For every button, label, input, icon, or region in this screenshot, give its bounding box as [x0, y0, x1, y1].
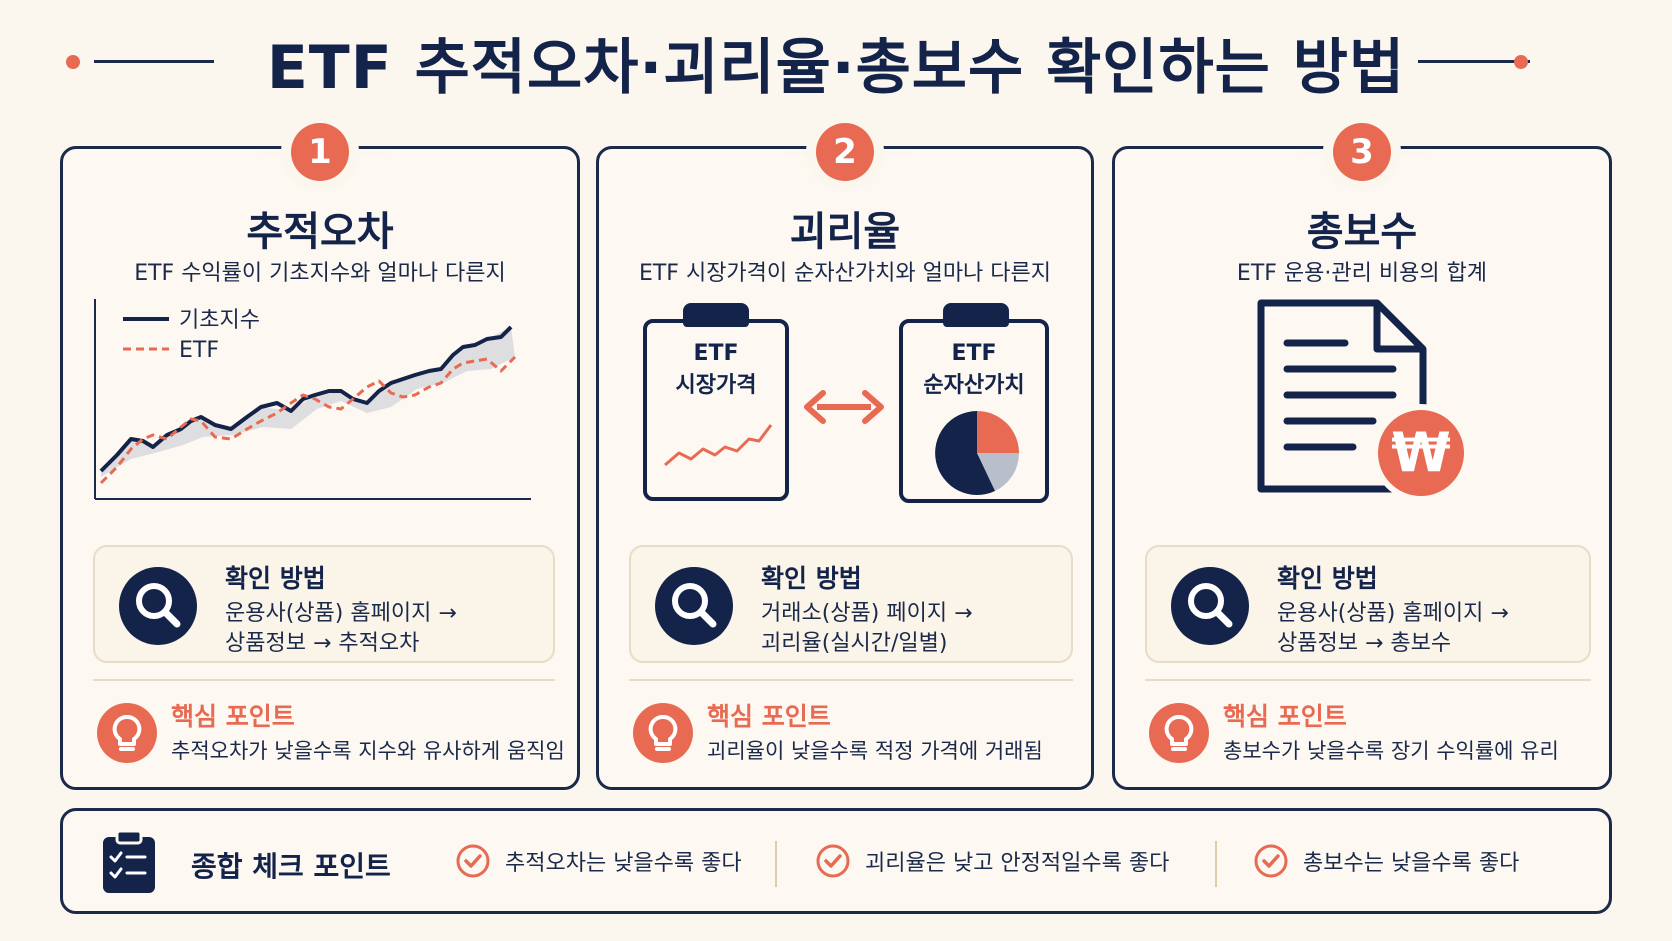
board-label-1: ETF — [951, 341, 997, 366]
key-title: 핵심 포인트 — [707, 702, 831, 731]
card-number: 3 — [1333, 123, 1391, 181]
magnifier-icon — [1171, 567, 1249, 645]
summary-item: 괴리율은 낮고 안정적일수록 좋다 — [815, 811, 1169, 911]
divider — [1145, 679, 1591, 681]
card-number: 1 — [291, 123, 349, 181]
magnifier-icon — [119, 567, 197, 645]
how-line-2: 상품정보 → 총보수 — [1277, 631, 1452, 656]
card-premium-discount: 2 괴리율 ETF 시장가격이 순자산가치와 얼마나 다른지 ETF 시장가격 … — [596, 123, 1094, 790]
board-label-2: 시장가격 — [675, 373, 757, 398]
card-heading: 추적오차 — [246, 209, 394, 255]
summary-item-text: 총보수는 낮을수록 좋다 — [1303, 851, 1520, 876]
key-text: 추적오차가 낮을수록 지수와 유사하게 움직임 — [171, 739, 565, 763]
lightbulb-icon — [97, 703, 157, 763]
check-circle-icon — [1254, 844, 1288, 878]
check-circle-icon — [456, 844, 490, 878]
how-line-1: 거래소(상품) 페이지 → — [761, 601, 973, 626]
card-heading: 총보수 — [1306, 209, 1418, 255]
how-title: 확인 방법 — [761, 564, 862, 593]
document-icon — [1257, 299, 1470, 502]
how-line-1: 운용사(상품) 홈페이지 → — [1277, 601, 1509, 626]
key-point: 핵심 포인트 추적오차가 낮을수록 지수와 유사하게 움직임 — [93, 695, 565, 775]
key-point: 핵심 포인트 괴리율이 낮을수록 적정 가격에 거래됨 — [629, 695, 1079, 775]
checklist-icon — [103, 829, 155, 893]
summary-item-text: 추적오차는 낮을수록 좋다 — [505, 851, 742, 876]
card-description: ETF 수익률이 기초지수와 얼마나 다른지 — [134, 261, 506, 286]
title-line-left — [94, 60, 214, 63]
how-to-check-box: 확인 방법 거래소(상품) 페이지 → 괴리율(실시간/일별) — [629, 545, 1073, 663]
key-text: 총보수가 낮을수록 장기 수익률에 유리 — [1223, 739, 1559, 763]
tracking-line-chart: 기초지수 ETF — [94, 299, 531, 500]
card-description: ETF 시장가격이 순자산가치와 얼마나 다른지 — [638, 261, 1052, 286]
summary-item-text: 괴리율은 낮고 안정적일수록 좋다 — [865, 851, 1170, 876]
summary-separator — [775, 841, 777, 887]
summary-item: 추적오차는 낮을수록 좋다 — [455, 811, 742, 911]
page-title: ETF 추적오차·괴리율·총보수 확인하는 방법 — [266, 32, 1406, 103]
legend-index: 기초지수 — [179, 308, 260, 333]
double-arrow-icon — [804, 390, 884, 424]
how-to-check-box: 확인 방법 운용사(상품) 홈페이지 → 상품정보 → 총보수 — [1145, 545, 1591, 663]
how-line-1: 운용사(상품) 홈페이지 → — [225, 601, 457, 626]
card-total-expense: 3 총보수 ETF 운용·관리 비용의 합계 ₩ 확인 방법 운용사(상품) 홈… — [1112, 123, 1612, 790]
summary-item: 총보수는 낮을수록 좋다 — [1253, 811, 1519, 911]
price-trend-line — [664, 424, 773, 467]
won-symbol: ₩ — [1391, 421, 1451, 484]
card-number: 2 — [816, 123, 874, 181]
divider — [93, 679, 555, 681]
how-line-2: 상품정보 → 추적오차 — [225, 631, 420, 656]
key-title: 핵심 포인트 — [1223, 702, 1347, 731]
magnifier-icon — [655, 567, 733, 645]
index-series-line — [99, 325, 513, 473]
how-title: 확인 방법 — [225, 564, 326, 593]
legend-etf: ETF — [179, 338, 219, 363]
title-dot-left — [66, 55, 80, 69]
summary-bar: 종합 체크 포인트 추적오차는 낮을수록 좋다 괴리율은 낮고 안정적일수록 좋… — [60, 808, 1612, 914]
key-title: 핵심 포인트 — [171, 702, 295, 731]
etf-series-line — [99, 355, 517, 485]
key-text: 괴리율이 낮을수록 적정 가격에 거래됨 — [707, 739, 1043, 763]
check-circle-icon — [816, 844, 850, 878]
clipboard-nav: ETF 순자산가치 — [899, 303, 1049, 503]
how-line-2: 괴리율(실시간/일별) — [761, 631, 948, 656]
board-label-2: 순자산가치 — [923, 373, 1025, 398]
header: ETF 추적오차·괴리율·총보수 확인하는 방법 — [0, 22, 1672, 103]
clipboard-clip-icon — [683, 303, 749, 327]
title-line-right — [1418, 60, 1530, 63]
card-heading: 괴리율 — [789, 209, 901, 255]
title-dot-right — [1514, 55, 1528, 69]
lightbulb-icon — [1149, 703, 1209, 763]
how-to-check-box: 확인 방법 운용사(상품) 홈페이지 → 상품정보 → 추적오차 — [93, 545, 555, 663]
card-tracking-error: 1 추적오차 ETF 수익률이 기초지수와 얼마나 다른지 기초지수 ETF 확… — [60, 123, 580, 790]
tracking-gap-area — [101, 327, 515, 477]
how-title: 확인 방법 — [1277, 564, 1378, 593]
summary-title: 종합 체크 포인트 — [191, 850, 391, 883]
board-label-1: ETF — [693, 341, 739, 366]
lightbulb-icon — [633, 703, 693, 763]
summary-separator — [1215, 841, 1217, 887]
pie-chart-icon — [935, 411, 1019, 495]
key-point: 핵심 포인트 총보수가 낮을수록 장기 수익률에 유리 — [1145, 695, 1595, 775]
clipboard-clip-icon — [943, 303, 1009, 327]
clipboard-market-price: ETF 시장가격 — [643, 303, 789, 501]
card-description: ETF 운용·관리 비용의 합계 — [1236, 261, 1488, 286]
divider — [629, 679, 1073, 681]
